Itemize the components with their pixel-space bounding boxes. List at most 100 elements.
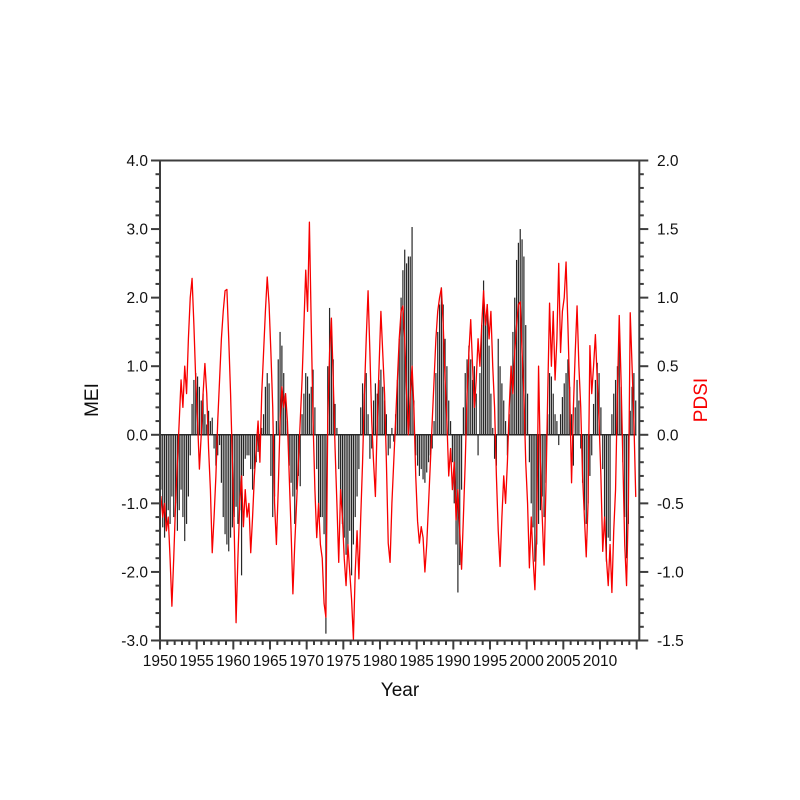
mei-bar <box>162 434 164 528</box>
bottom-tick-label: 1950 <box>143 653 178 670</box>
left-axis-tick-labels: 4.0 3.0 2.0 1.0 0.0 -1.0 -2.0 -3.0 <box>121 153 148 650</box>
mei-bar <box>437 331 439 435</box>
mei-bar <box>433 421 435 435</box>
mei-bar <box>477 434 479 456</box>
mei-bar <box>603 434 606 518</box>
mei-bar <box>354 434 356 518</box>
right-axis-tick-labels: 2.0 1.5 1.0 0.5 0.0 -0.5 -1.0 -1.5 <box>657 153 684 650</box>
bottom-tick-label: 1970 <box>289 653 324 670</box>
mei-bar <box>257 434 259 452</box>
mei-bar <box>497 338 499 435</box>
mei-bar <box>306 376 309 435</box>
mei-bar <box>374 383 376 435</box>
mei-bar <box>614 379 617 435</box>
mei-bar <box>343 434 345 538</box>
bottom-tick-label: 1990 <box>436 653 471 670</box>
mei-bar <box>503 400 505 435</box>
mei-bar <box>262 414 265 435</box>
mei-bar <box>294 434 296 524</box>
pdsi-polyline <box>160 221 637 640</box>
mei-bar <box>378 379 380 435</box>
mei-bar <box>264 386 266 435</box>
mei-bar <box>345 434 347 555</box>
mei-bar <box>339 434 342 504</box>
mei-bar <box>558 434 560 446</box>
mei-bar <box>440 287 442 435</box>
mei-bar <box>246 434 248 456</box>
mei-bar <box>565 373 567 435</box>
mei-bar <box>504 421 507 435</box>
mei-bar <box>471 379 474 435</box>
mei-bar <box>200 400 202 435</box>
mei-bar <box>356 434 358 497</box>
mei-bar <box>528 434 530 463</box>
mei-bar <box>591 434 593 456</box>
mei-bar <box>336 427 338 435</box>
mei-bar <box>611 414 613 435</box>
left-tick-label: -2.0 <box>121 564 148 581</box>
mei-bar <box>567 359 569 435</box>
mei-bar <box>389 434 391 449</box>
mei-bar <box>548 373 551 435</box>
mei-bar <box>361 383 364 435</box>
mei-bar <box>602 434 604 470</box>
mei-bar <box>261 427 263 435</box>
mei-bar <box>349 434 351 531</box>
mei-bar <box>372 400 375 435</box>
mei-bar <box>253 434 255 470</box>
mei-bar <box>308 393 310 435</box>
mei-bar <box>228 434 230 552</box>
mei-bar <box>198 386 200 435</box>
mei-bar <box>415 434 417 456</box>
mei-bar <box>427 434 430 463</box>
mei-bar <box>371 434 373 449</box>
bottom-tick-label: 1980 <box>363 653 398 670</box>
mei-bar <box>268 383 270 435</box>
mei-bar <box>233 434 235 518</box>
mei-bar <box>624 434 626 518</box>
bottom-tick-label: 1975 <box>326 653 360 670</box>
mei-bar <box>424 434 426 483</box>
mei-bar <box>185 434 188 524</box>
mei-bar <box>202 393 204 435</box>
mei-bar <box>292 434 294 497</box>
mei-bar <box>277 359 279 435</box>
mei-bar <box>184 434 186 542</box>
mei-bar <box>240 434 243 576</box>
mei-bar <box>347 434 349 545</box>
mei-bar <box>270 434 272 476</box>
mei-bar <box>431 434 433 449</box>
mei-bar <box>517 242 519 435</box>
mei-bar <box>319 434 321 518</box>
right-tick-label: -1.5 <box>657 633 684 650</box>
left-tick-label: -3.0 <box>121 633 148 650</box>
mei-bar <box>387 434 389 456</box>
mei-bar <box>273 434 276 497</box>
bottom-tick-label: 1995 <box>473 653 507 670</box>
mei-bar <box>393 434 395 442</box>
mei-bar <box>530 434 532 504</box>
mei-bar <box>455 434 457 545</box>
mei-bar <box>352 434 354 545</box>
mei-bar <box>266 373 268 435</box>
right-tick-label: 2.0 <box>657 153 679 170</box>
mei-bar <box>493 434 496 459</box>
mei-bar <box>583 434 585 511</box>
mei-bar <box>323 434 325 535</box>
mei-bar <box>398 338 400 435</box>
pdsi-line <box>160 221 637 640</box>
right-tick-label: 0.5 <box>657 359 679 376</box>
mei-bar <box>607 434 609 538</box>
mei-bar <box>625 434 628 559</box>
mei-bar <box>369 434 371 459</box>
mei-bar <box>407 256 409 435</box>
mei-bar <box>486 304 488 435</box>
mei-bar <box>173 434 175 518</box>
mei-bar <box>215 434 217 466</box>
mei-bar <box>635 400 637 435</box>
bottom-tick-label: 2000 <box>509 653 544 670</box>
mei-bar <box>550 376 552 435</box>
mei-bar <box>400 297 402 435</box>
mei-bar <box>416 434 419 466</box>
